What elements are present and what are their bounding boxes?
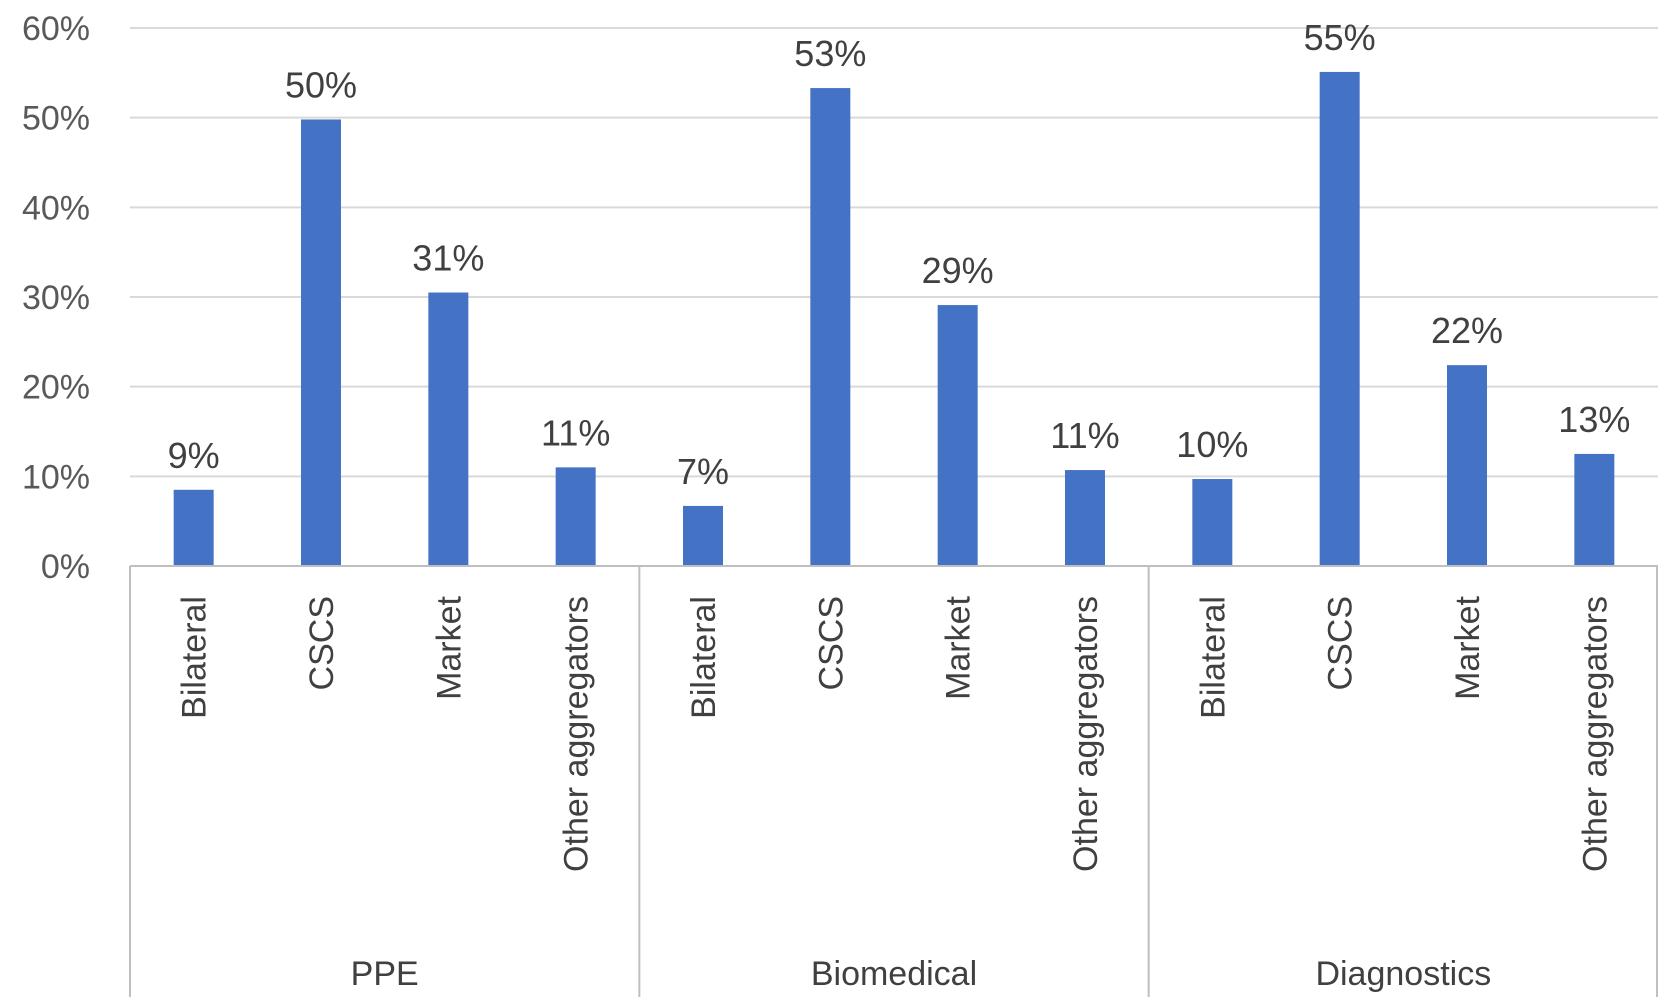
bar (1574, 453, 1615, 566)
category-label: CSCS (303, 596, 341, 690)
y-axis-ticks: 0% 10% 20% 30% 40% 50% 60% (22, 10, 90, 586)
bar (683, 505, 723, 566)
category-label: Bilateral (685, 596, 723, 719)
data-label: 7% (677, 451, 729, 492)
bar (810, 88, 851, 567)
data-label: 31% (412, 238, 484, 279)
category-label: Other aggregators (558, 596, 596, 872)
data-label: 22% (1431, 310, 1503, 351)
y-tick-label: 60% (22, 10, 90, 48)
bar (1319, 71, 1360, 566)
category-label: Bilateral (176, 596, 214, 719)
bar (555, 467, 596, 566)
category-labels: Bilateral CSCS Market Other aggregators Bila… (176, 595, 1615, 871)
category-label: Bilateral (1194, 596, 1232, 719)
group-label: Biomedical (811, 955, 977, 993)
group-label: PPE (351, 955, 419, 993)
bar (937, 305, 978, 566)
data-label: 13% (1558, 399, 1630, 440)
bar (173, 489, 214, 566)
y-tick-label: 40% (22, 189, 90, 227)
data-label: 9% (168, 435, 220, 476)
category-label: Market (430, 595, 468, 699)
category-label: Market (1449, 595, 1487, 699)
y-tick-label: 10% (22, 458, 90, 496)
data-labels: 9% 50% 31% 11% 7% 53% 29% 11% 10% 55% 22% 13% (168, 17, 1631, 492)
bar (1447, 365, 1487, 566)
y-tick-label: 50% (22, 100, 90, 138)
data-label: 11% (1050, 415, 1119, 456)
y-tick-label: 30% (22, 279, 90, 317)
data-label: 10% (1176, 424, 1248, 465)
category-label: Other aggregators (1576, 596, 1614, 872)
gridlines (130, 27, 1658, 478)
data-label: 55% (1304, 17, 1376, 58)
bar (1065, 470, 1105, 566)
y-tick-label: 20% (22, 369, 90, 407)
data-label: 53% (794, 33, 866, 74)
group-labels: PPE Biomedical Diagnostics (351, 955, 1492, 993)
category-label: Market (940, 595, 978, 699)
bar (1192, 479, 1233, 566)
bar (428, 292, 469, 566)
data-label: 11% (541, 412, 610, 453)
category-label: CSCS (1322, 596, 1360, 690)
x-axis (129, 565, 1658, 997)
category-label: Other aggregators (1067, 596, 1105, 872)
group-label: Diagnostics (1315, 955, 1491, 993)
y-tick-label: 0% (41, 548, 90, 586)
bar (301, 119, 341, 567)
data-label: 50% (285, 64, 357, 105)
data-label: 29% (922, 250, 994, 291)
category-label: CSCS (812, 596, 850, 690)
bars (173, 71, 1615, 567)
